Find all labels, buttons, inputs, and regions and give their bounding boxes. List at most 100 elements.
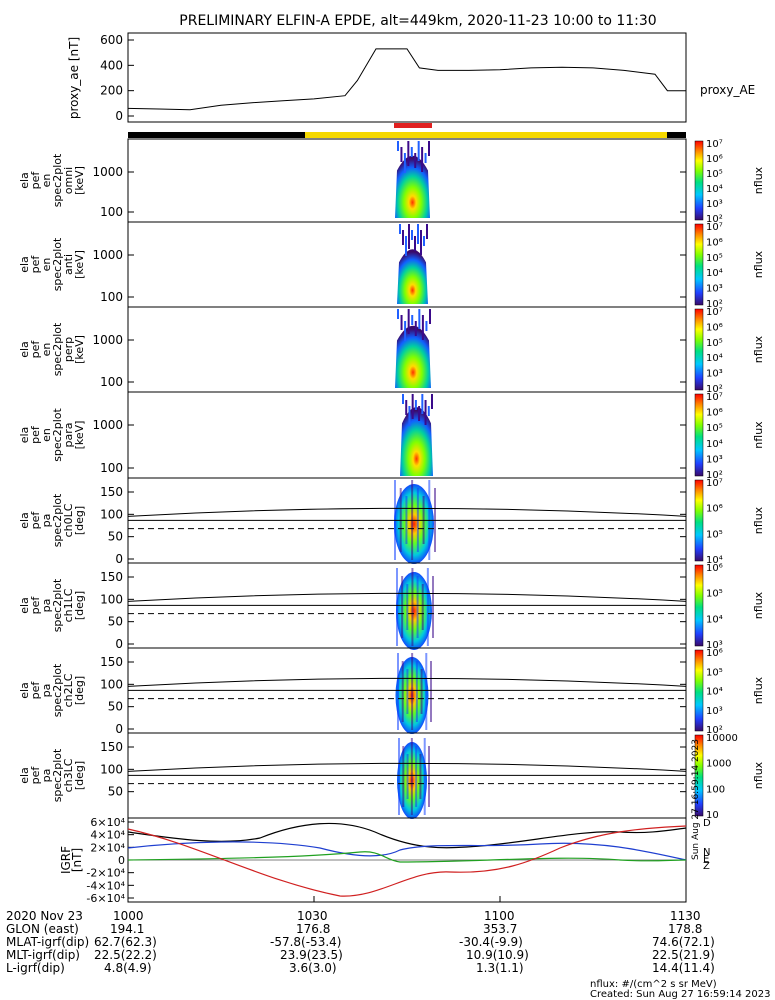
panel-ylabel: pef xyxy=(29,340,42,359)
panel-ylabel: spec2plot xyxy=(51,237,64,291)
sparse-bin xyxy=(423,738,426,815)
colorbar xyxy=(694,564,704,647)
y-tick-label: 150 xyxy=(100,570,123,584)
y-tick-label: 400 xyxy=(100,58,123,72)
panel-ylabel: en xyxy=(40,174,53,188)
y-tick-label: 150 xyxy=(100,740,123,754)
y-tick-label: 200 xyxy=(100,84,123,98)
sparse-bin xyxy=(415,661,418,722)
footer-value: 62.7(62.3) xyxy=(94,935,157,949)
sparse-bin xyxy=(417,224,419,244)
colorbar-tick: 10⁵ xyxy=(706,423,723,434)
y-tick-label: 100 xyxy=(100,677,123,691)
footer-row-glon: GLON (east) 194.1 176.8 353.7 178.8 xyxy=(0,922,775,936)
colorbar-label: nflux xyxy=(752,591,765,619)
footer-value: 14.4(11.4) xyxy=(652,961,715,975)
colorbar xyxy=(694,308,704,391)
colorbar-tick: 10⁷ xyxy=(706,139,723,150)
sparse-bin xyxy=(396,568,398,646)
sparse-bin xyxy=(414,321,417,336)
units-note: nflux: #/(cm^2 s sr MeV) xyxy=(590,979,717,990)
proxy-ae-line xyxy=(127,48,686,111)
sparse-bin xyxy=(411,394,414,419)
panel-ylabel: [keV] xyxy=(73,335,86,364)
sparse-bin xyxy=(411,315,414,325)
flux-spectrogram xyxy=(397,249,428,304)
panel-ylabel: [keV] xyxy=(73,250,86,279)
colorbar-tick: 10⁴ xyxy=(706,184,723,195)
panel-ylabel: ela xyxy=(18,427,31,444)
panel-ylabel: pef xyxy=(29,681,42,700)
panel-ylabel: ch2LC xyxy=(62,673,75,707)
sparse-bin xyxy=(408,406,411,426)
colorbar-tick: 100 xyxy=(706,784,725,795)
colorbar-tick: 10² xyxy=(706,725,723,736)
sparse-bin xyxy=(403,153,406,173)
panel-ylabel: ela xyxy=(18,767,31,784)
colorbar-label: nflux xyxy=(752,335,765,363)
status-bar-black-left xyxy=(128,132,305,138)
panel-ylabel: [keV] xyxy=(73,166,86,195)
y-tick-label: 100 xyxy=(100,205,123,219)
sparse-bin xyxy=(424,400,427,425)
sparse-bin xyxy=(404,321,407,341)
colorbar-tick: 10² xyxy=(706,384,723,395)
loss-cone-curve xyxy=(127,677,687,687)
panel-ylabel: ch3LC xyxy=(62,758,75,792)
colorbar-label: nflux xyxy=(752,761,765,789)
sparse-bin xyxy=(428,746,430,807)
colorbar-tick: 10⁵ xyxy=(706,169,723,180)
igrf-legend-entry: D xyxy=(703,818,711,829)
sparse-bin xyxy=(411,653,414,730)
panel-ylabel: ela xyxy=(18,172,31,189)
panel-ylabel: ch0LC xyxy=(62,503,75,537)
sparse-bin xyxy=(421,147,424,172)
footer-row-mlt: MLT-igrf(dip) 22.5(22.2) 23.9(23.5) 10.9… xyxy=(0,948,775,962)
sparse-bin xyxy=(426,224,428,239)
sparse-bin xyxy=(397,653,399,730)
y-tick-label: -6×10⁴ xyxy=(86,892,125,905)
colorbar-tick: 10² xyxy=(706,214,723,225)
footer-value: 1100 xyxy=(484,909,515,923)
sparse-bin xyxy=(398,738,400,815)
sparse-bin xyxy=(415,746,418,807)
sparse-bin xyxy=(401,661,404,722)
panel-ylabel: spec2plot xyxy=(51,408,64,462)
y-tick-label: 1000 xyxy=(92,333,123,347)
y-tick-label: 100 xyxy=(100,507,123,521)
loss-cone-curve xyxy=(127,507,687,517)
sparse-bin xyxy=(414,153,417,168)
sparse-bin xyxy=(401,576,404,638)
footer-value: 1000 xyxy=(113,909,144,923)
colorbar-tick: 10³ xyxy=(706,706,723,717)
panel-ylabel: pa xyxy=(40,684,53,698)
panel-ylabel: ela xyxy=(18,512,31,529)
panel-ylabel: anti xyxy=(62,254,75,275)
igrf-red-trace xyxy=(127,825,687,897)
sparse-bin xyxy=(417,141,420,161)
colorbar-tick: 10² xyxy=(706,299,723,310)
sparse-bin xyxy=(406,669,409,714)
flux-spectrogram xyxy=(400,407,433,476)
y-tick-label: 0 xyxy=(115,109,123,123)
panel-ylabel: ch1LC xyxy=(62,588,75,622)
panel-ylabel: ela xyxy=(18,682,31,699)
sparse-bin xyxy=(423,236,425,246)
colorbar-tick: 10⁴ xyxy=(706,687,723,698)
sparse-bin xyxy=(397,141,399,151)
sparse-bin xyxy=(406,584,409,630)
sparse-bin xyxy=(429,309,431,324)
footer-value: 176.8 xyxy=(296,922,331,936)
sparse-bin xyxy=(425,653,428,730)
colorbar xyxy=(694,734,704,817)
colorbar-tick: 10⁵ xyxy=(706,338,723,349)
y-tick-label: 0 xyxy=(115,722,123,736)
sparse-bin xyxy=(402,230,404,245)
panel-ylabel: pef xyxy=(29,255,42,274)
colorbar-tick: 10⁴ xyxy=(706,439,723,450)
y-tick-label: 4×10⁴ xyxy=(90,829,125,842)
footer-value: 178.8 xyxy=(668,922,703,936)
igrf-ylabel: IGRF xyxy=(59,846,73,874)
sparse-bin xyxy=(416,576,419,638)
